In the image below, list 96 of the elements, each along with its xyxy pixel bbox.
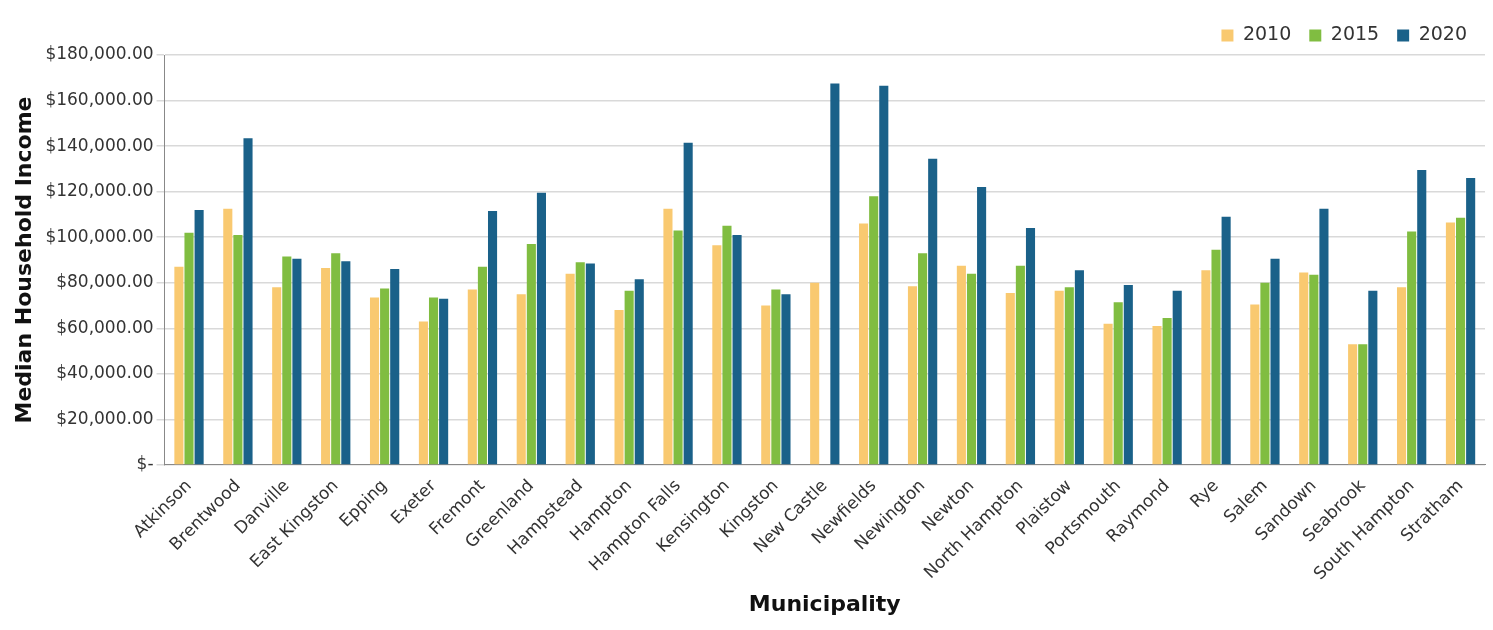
bar bbox=[1025, 228, 1036, 465]
bar bbox=[1005, 293, 1015, 465]
y-tick-label: $80,000.00 bbox=[56, 271, 154, 292]
bar bbox=[683, 142, 693, 465]
x-axis-title: Municipality bbox=[748, 590, 901, 616]
bar bbox=[1113, 302, 1123, 465]
legend-label: 2020 bbox=[1418, 22, 1468, 45]
y-tick-label: $- bbox=[136, 453, 154, 474]
bar bbox=[1358, 344, 1368, 465]
bar bbox=[732, 234, 742, 465]
x-tick-label: Rye bbox=[1185, 475, 1222, 512]
bar bbox=[1221, 216, 1231, 465]
bar bbox=[1015, 265, 1025, 465]
bar bbox=[428, 297, 439, 465]
bar bbox=[223, 208, 233, 465]
bar bbox=[488, 211, 498, 465]
bar bbox=[243, 138, 253, 465]
bar bbox=[1172, 290, 1182, 465]
bar bbox=[907, 286, 918, 465]
bar bbox=[859, 223, 869, 465]
bar bbox=[966, 273, 977, 465]
bar bbox=[1162, 318, 1172, 465]
bar bbox=[810, 282, 820, 465]
bar bbox=[380, 288, 390, 465]
bar bbox=[722, 225, 732, 465]
legend-label: 2015 bbox=[1330, 22, 1380, 45]
bar bbox=[761, 305, 771, 465]
y-axis-title: Median Household Income bbox=[10, 96, 36, 424]
bar bbox=[565, 273, 575, 465]
bar bbox=[174, 266, 184, 465]
bar bbox=[1201, 270, 1211, 465]
bar bbox=[634, 279, 644, 465]
bar bbox=[1368, 290, 1378, 465]
bar bbox=[712, 245, 722, 465]
bar bbox=[1064, 287, 1074, 465]
bar bbox=[575, 262, 585, 465]
bar bbox=[439, 298, 449, 465]
y-tick-label: $100,000.00 bbox=[45, 225, 154, 246]
bar bbox=[536, 192, 546, 465]
bar bbox=[1270, 258, 1280, 465]
bar bbox=[526, 244, 536, 465]
bar bbox=[614, 310, 624, 465]
bar bbox=[1309, 274, 1319, 465]
bar bbox=[1417, 170, 1427, 465]
bar bbox=[1319, 208, 1329, 465]
bar bbox=[1396, 287, 1407, 465]
bar bbox=[184, 232, 194, 465]
bar bbox=[390, 269, 400, 465]
bar bbox=[1074, 270, 1084, 465]
bar bbox=[331, 253, 341, 465]
bar bbox=[879, 85, 889, 465]
bar bbox=[1123, 285, 1133, 465]
bar bbox=[977, 187, 987, 465]
y-tick-label: $60,000.00 bbox=[56, 316, 154, 337]
bar bbox=[918, 253, 928, 465]
bar bbox=[282, 256, 292, 465]
bar bbox=[233, 234, 243, 465]
bar bbox=[1299, 272, 1309, 465]
bar bbox=[341, 261, 351, 465]
bar bbox=[1348, 344, 1358, 465]
bar bbox=[869, 196, 879, 465]
bar bbox=[1152, 326, 1162, 465]
bar bbox=[1211, 249, 1221, 465]
bar bbox=[194, 209, 204, 465]
y-tick-label: $180,000.00 bbox=[45, 43, 154, 64]
bar bbox=[1260, 282, 1270, 465]
bar bbox=[516, 294, 526, 465]
bar bbox=[272, 287, 282, 465]
y-tick-label: $40,000.00 bbox=[56, 362, 154, 383]
bar bbox=[956, 265, 966, 465]
bar bbox=[477, 266, 487, 465]
bar bbox=[624, 290, 634, 465]
bar bbox=[1054, 290, 1064, 465]
bar bbox=[663, 208, 673, 465]
bar bbox=[369, 297, 380, 465]
bar bbox=[1407, 231, 1417, 465]
bar bbox=[781, 294, 791, 465]
bar bbox=[1466, 178, 1476, 465]
bar bbox=[928, 158, 938, 465]
legend-label: 2010 bbox=[1242, 22, 1292, 45]
bar bbox=[467, 289, 477, 465]
bar bbox=[585, 263, 595, 465]
bar bbox=[321, 267, 331, 465]
bar bbox=[292, 258, 302, 465]
bar bbox=[830, 83, 840, 465]
bar bbox=[771, 289, 781, 465]
bar bbox=[1250, 304, 1260, 465]
y-tick-label: $140,000.00 bbox=[45, 134, 154, 155]
bar bbox=[673, 230, 683, 465]
y-tick-label: $120,000.00 bbox=[45, 180, 154, 201]
y-tick-label: $160,000.00 bbox=[45, 88, 154, 109]
bar bbox=[1456, 217, 1466, 465]
bar bbox=[418, 321, 428, 465]
bar bbox=[1103, 323, 1113, 465]
bar bbox=[1445, 222, 1455, 465]
y-tick-label: $20,000.00 bbox=[56, 407, 154, 428]
